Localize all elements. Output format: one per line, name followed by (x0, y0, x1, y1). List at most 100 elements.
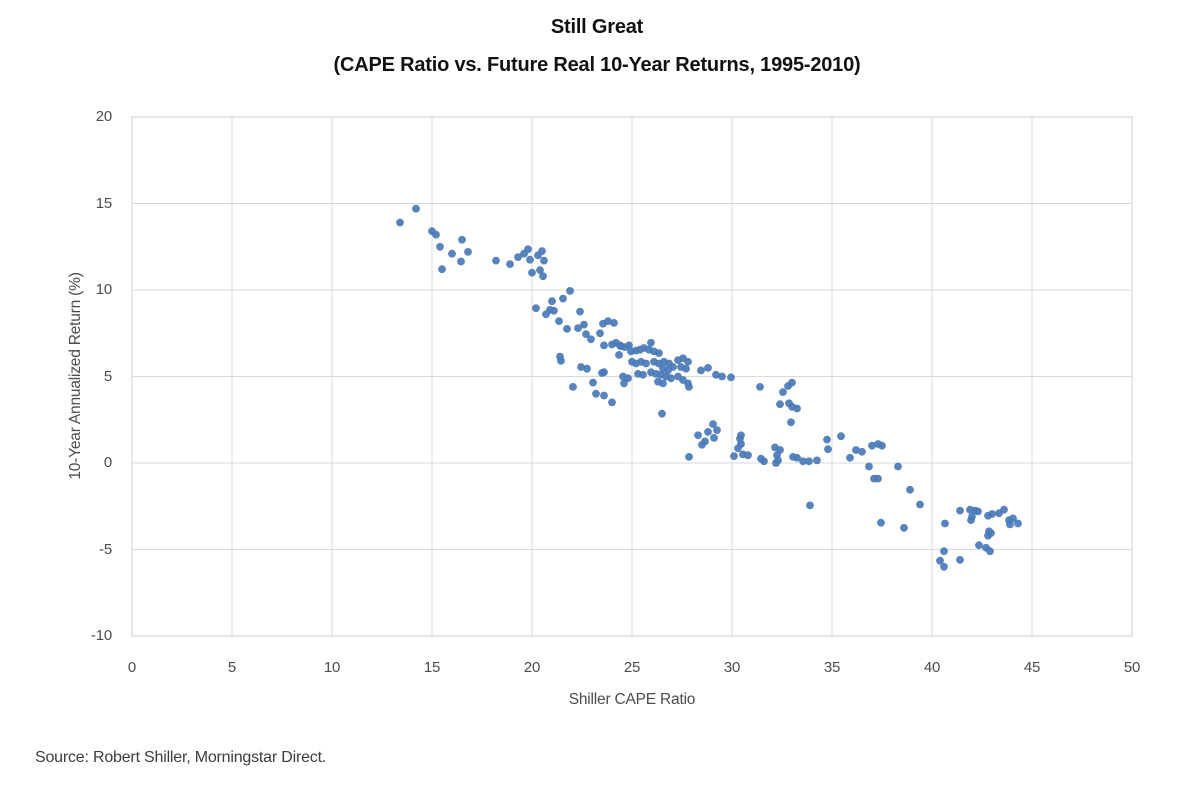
data-point (550, 306, 558, 315)
data-point (582, 330, 590, 338)
x-tick-label: 30 (723, 659, 741, 676)
source-note: Source: Robert Shiller, Morningstar Dire… (35, 749, 327, 766)
data-point (684, 357, 692, 366)
data-point (506, 260, 514, 268)
data-point (457, 257, 465, 266)
data-point (524, 245, 532, 254)
data-point (988, 510, 996, 518)
data-point (694, 431, 702, 440)
data-point (583, 364, 591, 373)
chart-title: Still Great (550, 16, 644, 38)
data-point (569, 383, 577, 391)
data-point (436, 242, 444, 251)
data-point (894, 462, 902, 471)
data-point (975, 541, 983, 550)
data-point (540, 256, 548, 265)
data-point (592, 389, 600, 398)
data-point (704, 428, 712, 436)
data-point (956, 556, 964, 564)
y-tick-label: 0 (103, 454, 112, 471)
chart-subtitle: (CAPE Ratio vs. Future Real 10-Year Retu… (333, 54, 861, 76)
data-point (956, 506, 964, 515)
data-point (559, 294, 567, 303)
data-point (600, 368, 608, 377)
data-point (779, 388, 787, 396)
data-point (874, 474, 882, 483)
x-tick-label: 5 (227, 659, 237, 676)
data-point (539, 272, 547, 281)
data-point (464, 248, 472, 256)
data-point (868, 441, 876, 450)
data-point (1006, 520, 1014, 529)
plot-border (131, 116, 1133, 637)
x-tick-label: 0 (127, 659, 137, 676)
data-point (625, 341, 633, 350)
data-point (610, 319, 618, 327)
data-point (787, 418, 795, 427)
data-point (1014, 519, 1022, 528)
data-point (936, 556, 944, 565)
data-point (940, 547, 948, 556)
data-point (669, 363, 677, 371)
data-point (984, 531, 992, 540)
data-point (458, 235, 466, 244)
data-point (727, 373, 735, 382)
data-point (806, 501, 814, 510)
data-point (574, 324, 582, 332)
data-point (577, 363, 585, 371)
data-point (737, 431, 745, 440)
x-tick-label: 45 (1023, 659, 1041, 676)
data-point (940, 562, 948, 571)
data-point (576, 307, 584, 316)
data-point (710, 434, 718, 442)
data-point (737, 440, 745, 448)
data-point (563, 325, 571, 333)
data-point (600, 391, 608, 400)
data-point (536, 266, 544, 274)
y-tick-label: -5 (99, 540, 112, 558)
data-point (642, 359, 650, 368)
x-tick-label: 25 (623, 659, 641, 676)
data-point (865, 462, 873, 471)
data-point (697, 366, 705, 375)
data-point (600, 341, 608, 350)
data-point (906, 485, 914, 494)
data-point (788, 378, 796, 387)
data-point (799, 457, 807, 466)
data-point (900, 524, 908, 532)
data-point (776, 400, 784, 409)
data-point (858, 447, 866, 456)
data-point (448, 249, 456, 258)
data-point (967, 516, 975, 524)
x-tick-label: 15 (423, 659, 441, 676)
y-tick-label: 10 (95, 281, 112, 298)
data-point (712, 370, 720, 379)
data-point (589, 378, 597, 387)
data-point (604, 317, 612, 325)
y-tick-label: 20 (95, 108, 112, 125)
data-point (396, 218, 404, 227)
data-point (526, 255, 534, 264)
data-point (704, 364, 712, 372)
x-tick-label: 35 (823, 659, 841, 676)
data-point (760, 457, 768, 466)
data-point (916, 500, 924, 509)
data-point (730, 452, 738, 460)
data-point (744, 451, 752, 460)
data-point (709, 420, 717, 428)
data-point (608, 398, 616, 407)
data-point (941, 519, 949, 528)
data-point (685, 383, 693, 391)
data-point (877, 518, 885, 527)
data-point (852, 446, 860, 454)
data-point (528, 268, 536, 277)
data-point (587, 335, 595, 344)
data-point (986, 547, 994, 556)
x-tick-label: 20 (523, 659, 541, 676)
data-point (685, 453, 693, 461)
data-point (793, 404, 801, 413)
data-point (655, 349, 663, 357)
data-point (620, 379, 628, 388)
data-point (878, 441, 886, 450)
data-point (412, 204, 420, 213)
